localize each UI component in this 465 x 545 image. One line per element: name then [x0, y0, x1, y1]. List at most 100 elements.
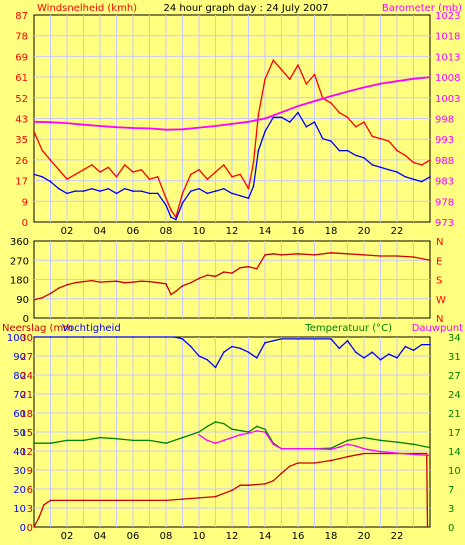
panel2-direction-line-point: [140, 280, 143, 283]
panel1-avg-line-point: [338, 149, 341, 152]
panel1-left-tick-label: 43: [15, 115, 28, 126]
panel1-gust-line-point: [33, 130, 35, 133]
panel1-gust-line-point: [41, 149, 44, 152]
panel2-direction-line-point: [190, 281, 192, 284]
panel1-right-tick-label: 993: [435, 135, 454, 146]
panel1-gust-line-point: [214, 171, 217, 173]
panel3-dewpoint-line-point: [239, 434, 242, 436]
panel1-avg-line-point: [313, 121, 316, 123]
panel2-right-tick-label: N: [436, 314, 443, 325]
panel3-rain-line-point: [421, 452, 423, 455]
panel3-humidity-line-point: [371, 351, 374, 354]
panel3-humidity-line-point: [181, 338, 184, 340]
panel1-avg-line-point: [74, 190, 77, 192]
panel3-temperature-tick-label: 34: [448, 333, 461, 344]
panel3-temperature-line-point: [33, 442, 35, 445]
panel3-temperature-line-point: [412, 443, 415, 446]
panel2-direction-line-point: [170, 293, 172, 296]
panel1-left-tick-label: 87: [15, 11, 28, 22]
panel1-gust-line-point: [239, 173, 242, 176]
panel1-avg-line-point: [239, 195, 242, 197]
panel3-dewpoint-line-point: [346, 443, 349, 446]
panel3-temperature-line-point: [49, 442, 52, 445]
panel1-gust-line-point: [99, 171, 101, 173]
panel2-direction-line-point: [148, 280, 151, 283]
panel1-avg-line-point: [82, 190, 85, 192]
panel1-avg-line-point: [175, 218, 177, 221]
panel1-barometer-line-point: [346, 90, 349, 93]
panel3-rain-tick-label: 27: [20, 352, 33, 363]
panel2-direction-line-point: [223, 271, 225, 273]
panel3-humidity-line-point: [379, 359, 382, 361]
panel3-temperature-line-point: [338, 443, 341, 446]
panel2-direction-line-point: [264, 254, 266, 256]
panel1-gust-line-point: [396, 149, 398, 152]
panel1-barometer-line-point: [198, 126, 200, 129]
panel1-avg-line-point: [107, 187, 110, 190]
panel3-rain-line-point: [379, 452, 382, 455]
panel2-direction-line-point: [272, 253, 275, 255]
panel3-x-tick-label: 18: [325, 531, 338, 542]
panel2-right-tick-label: S: [436, 276, 442, 287]
panel3-humidity-line-point: [223, 351, 225, 354]
panel1-gust-line-point: [346, 116, 349, 119]
panel1-gust-line-point: [82, 168, 85, 171]
panel1-gust-line-point: [338, 111, 341, 114]
panel3-dewpoint-line-point: [396, 452, 398, 455]
panel1-avg-line-point: [206, 192, 209, 195]
panel1-barometer-line-point: [330, 95, 332, 97]
panel1-avg-line-point: [140, 190, 143, 192]
panel1-gust-line-point: [289, 78, 291, 80]
panel3-temperature-tick-label: 3: [448, 504, 454, 515]
panel1-left-tick-label: 9: [22, 197, 28, 208]
panel1-gust-line-point: [297, 64, 299, 66]
panel3-rain-tick-label: 12: [20, 447, 33, 458]
panel1-gust-line-point: [66, 178, 68, 180]
panel3-rain-tick-label: 0: [27, 523, 33, 534]
panel3-humidity-line-point: [255, 357, 258, 359]
panel1-right-label: Barometer (mb): [382, 3, 462, 14]
panel3-rain-line-point: [214, 495, 217, 498]
panel2-direction-line-point: [132, 281, 134, 283]
panel3-dewpoint-line-point: [338, 446, 341, 448]
panel1-avg-line-point: [157, 192, 159, 195]
panel1-avg-line-point: [330, 140, 332, 142]
panel1-x-tick-label: 16: [292, 226, 305, 237]
panel3-humidity-tick-label: 30: [13, 466, 26, 477]
panel3-rain-tick-label: 21: [20, 390, 33, 401]
panel3-humidity-line-point: [396, 357, 398, 359]
panel1-barometer-line-point: [247, 121, 250, 123]
panel1-barometer-line-point: [165, 128, 167, 131]
panel2-direction-line-point: [206, 274, 209, 277]
panel1-avg-line-point: [252, 185, 255, 188]
panel3-humidity-line-point: [330, 338, 332, 340]
panel3-right-label-2: Dauwpunt: [412, 323, 463, 334]
panel1-gust-line-point: [330, 102, 332, 104]
panel1-avg-line-point: [99, 190, 101, 192]
panel1-avg-line-point: [396, 171, 398, 173]
panel3-rain-tick-label: 9: [27, 466, 33, 477]
panel1-avg-line-point: [91, 187, 93, 190]
panel1-avg-line-point: [355, 154, 357, 157]
panel3-dewpoint-line-point: [280, 448, 283, 450]
panel1-gust-line-point: [206, 178, 209, 180]
panel3-dewpoint-line-point: [363, 448, 365, 450]
panel3-humidity-line-point: [272, 340, 275, 342]
panel3-rain-line-point: [82, 499, 85, 502]
panel3-humidity-line-point: [412, 349, 415, 352]
panel3-rain-line-point: [148, 499, 151, 502]
panel2-direction-line-point: [379, 255, 382, 257]
panel1-gust-line-point: [264, 78, 266, 80]
panel1-avg-line-point: [272, 116, 275, 119]
panel3-humidity-tick-label: 20: [13, 485, 26, 496]
panel2-direction-line-point: [181, 285, 184, 287]
panel1-avg-line-point: [412, 178, 415, 180]
panel1-gust-line-point: [91, 164, 93, 166]
panel1-left-tick-label: 61: [15, 73, 28, 84]
panel3-dewpoint-line-point: [379, 450, 382, 453]
panel1-right-tick-label: 988: [435, 156, 454, 167]
panel3-humidity-tick-label: 100: [7, 333, 26, 344]
panel3-x-tick-label: 14: [259, 531, 272, 542]
panel3-x-tick-label: 16: [292, 531, 305, 542]
panel1-x-tick-label: 08: [160, 226, 173, 237]
